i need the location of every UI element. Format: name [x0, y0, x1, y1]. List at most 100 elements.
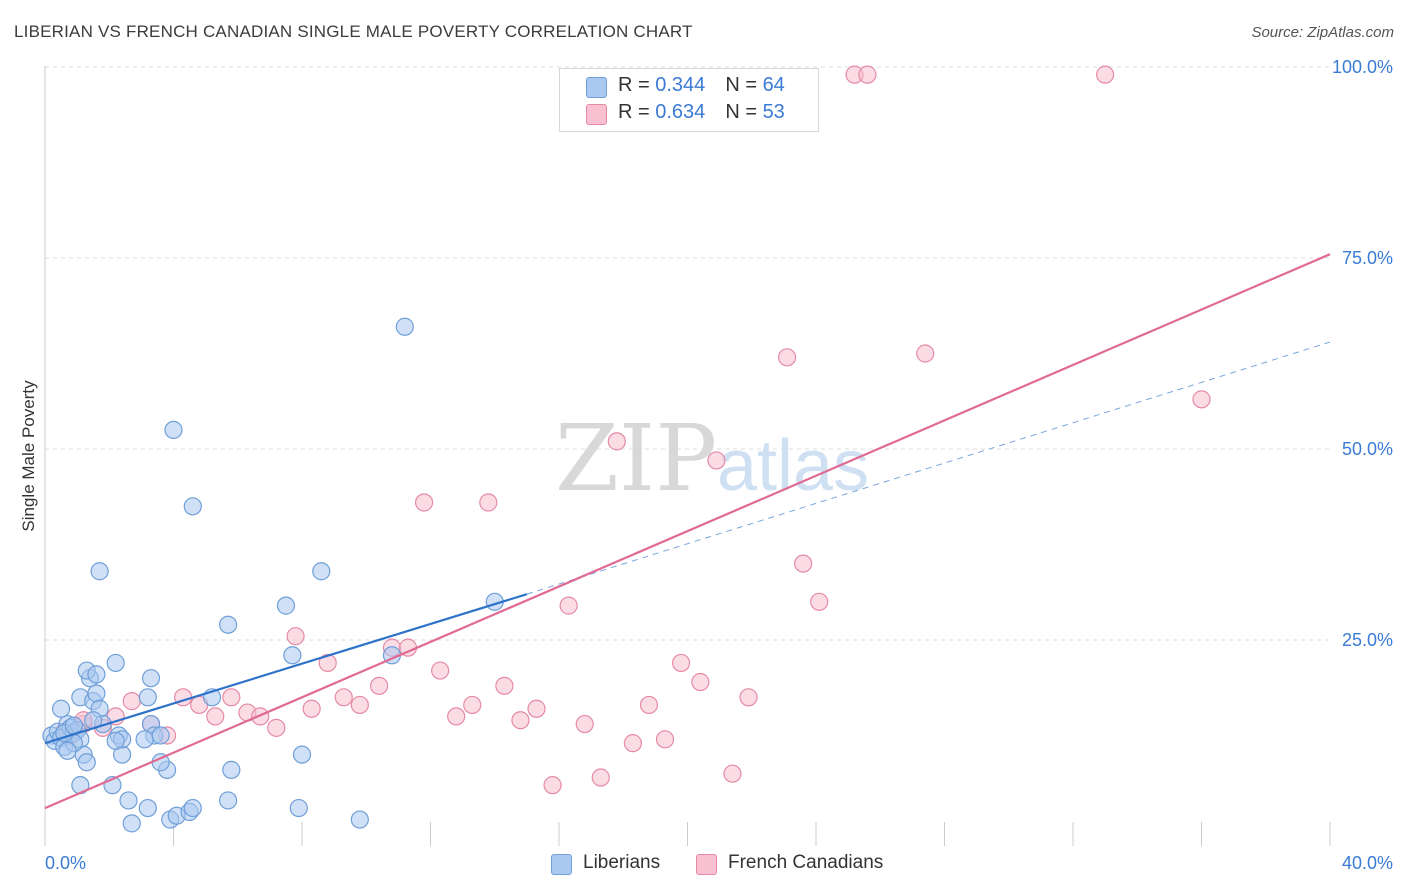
- data-point: [575, 714, 594, 734]
- data-point: [639, 695, 659, 715]
- data-point: [151, 726, 170, 745]
- data-point: [138, 688, 157, 707]
- data-point: [219, 615, 238, 634]
- data-point: [350, 810, 369, 829]
- data-point: [334, 688, 353, 707]
- data-point: [222, 760, 241, 779]
- liberians-swatch: [551, 854, 572, 875]
- data-point: [495, 676, 514, 695]
- x-tick-label: 0.0%: [45, 853, 86, 873]
- data-point: [135, 730, 154, 749]
- data-point: [777, 348, 797, 367]
- data-point: [447, 707, 466, 726]
- data-point: [164, 420, 183, 439]
- data-point: [292, 745, 312, 764]
- x-tick-label: 40.0%: [1342, 853, 1393, 873]
- data-point: [414, 493, 434, 512]
- data-point: [106, 731, 125, 750]
- data-point: [58, 741, 77, 760]
- y-axis-label: Single Male Poverty: [19, 380, 38, 532]
- data-point: [559, 596, 578, 615]
- r-label: R =: [618, 74, 656, 96]
- data-point: [739, 688, 758, 707]
- y-tick-label: 75.0%: [1342, 248, 1393, 268]
- data-point: [77, 753, 96, 772]
- data-point: [183, 798, 202, 818]
- data-point: [543, 776, 562, 795]
- data-point: [106, 653, 125, 673]
- french-canadians-trend-line: [44, 253, 1331, 810]
- data-point: [51, 699, 71, 718]
- data-point: [302, 699, 321, 718]
- data-point: [267, 718, 286, 737]
- source-label: Source: ZipAtlas.com: [1251, 24, 1394, 41]
- data-point: [222, 688, 241, 707]
- data-point: [318, 653, 337, 673]
- data-point: [591, 768, 610, 787]
- r-value: 0.344: [655, 74, 706, 96]
- data-point: [395, 317, 414, 336]
- data-point: [1192, 390, 1211, 409]
- data-point: [183, 497, 202, 516]
- data-point: [350, 695, 369, 715]
- n-label: N =: [725, 101, 763, 123]
- legend-row-text: R = 0.344 N = 64: [618, 74, 785, 97]
- data-point: [431, 661, 450, 680]
- data-point: [206, 707, 225, 726]
- y-tick-label: 50.0%: [1342, 439, 1393, 459]
- data-point: [119, 791, 138, 810]
- data-point: [141, 669, 161, 688]
- data-point: [511, 711, 530, 730]
- data-point: [527, 699, 546, 718]
- french-canadians-swatch: [586, 104, 607, 125]
- r-label: R =: [618, 101, 656, 123]
- grid-lines: [45, 66, 1330, 641]
- data-point: [283, 646, 302, 665]
- correlation-legend: R = 0.344 N = 64 R = 0.634 N = 53: [559, 68, 819, 132]
- data-point: [289, 798, 308, 818]
- data-point: [286, 627, 305, 646]
- data-point: [723, 764, 742, 783]
- data-point: [623, 734, 642, 753]
- chart-title: LIBERIAN VS FRENCH CANADIAN SINGLE MALE …: [14, 22, 693, 41]
- data-point: [276, 596, 296, 615]
- data-point: [87, 665, 106, 684]
- n-value: 53: [762, 101, 785, 123]
- watermark-atlas: atlas: [717, 426, 869, 506]
- data-point: [671, 653, 691, 673]
- watermark: ZIP atlas: [555, 405, 869, 512]
- y-tick-label: 25.0%: [1342, 630, 1393, 650]
- data-point: [810, 592, 829, 611]
- r-value: 0.634: [655, 101, 706, 123]
- legend-label: Liberians: [583, 852, 661, 873]
- data-point: [691, 672, 710, 692]
- liberians-trend-extension: [526, 341, 1331, 595]
- data-point: [122, 692, 141, 711]
- data-point: [370, 676, 389, 695]
- data-point: [312, 562, 331, 581]
- data-point: [90, 562, 109, 581]
- data-point: [1096, 65, 1115, 84]
- data-point: [87, 684, 106, 703]
- liberians-swatch: [586, 77, 607, 98]
- legend-label: French Canadians: [728, 852, 884, 873]
- y-tick-label: 100.0%: [1332, 57, 1393, 77]
- french-canadians-swatch: [696, 854, 717, 875]
- data-point: [463, 695, 482, 715]
- data-point: [479, 493, 498, 512]
- tick-labels: 25.0% 50.0% 75.0% 100.0% 0.0% 40.0%: [45, 57, 1393, 873]
- series-liberians: [42, 317, 504, 833]
- data-point: [655, 730, 675, 749]
- data-point: [122, 814, 141, 833]
- data-point: [858, 65, 877, 84]
- data-point: [794, 554, 813, 573]
- data-point: [138, 798, 157, 818]
- data-point: [707, 451, 726, 470]
- trend-lines: [44, 253, 1331, 810]
- n-value: 64: [762, 74, 785, 96]
- data-point: [219, 791, 238, 810]
- data-point: [916, 344, 935, 363]
- liberians-trend-line: [44, 593, 528, 745]
- n-label: N =: [725, 74, 763, 96]
